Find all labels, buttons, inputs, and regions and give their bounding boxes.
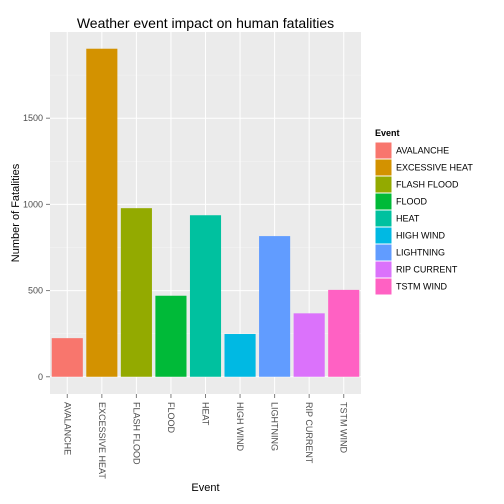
legend-swatch <box>375 142 392 159</box>
bar <box>86 48 118 377</box>
y-tick-label: 1500 <box>23 113 43 123</box>
y-axis: 0 500 1000 1500 <box>23 113 50 382</box>
legend-swatch <box>375 159 392 176</box>
x-tick-label: HEAT <box>201 402 211 426</box>
legend-swatch <box>375 278 392 295</box>
legend-title: Event <box>375 128 400 138</box>
legend-label: RIP CURRENT <box>396 265 458 275</box>
y-tick-label: 1000 <box>23 199 43 209</box>
bar <box>224 334 256 377</box>
x-tick-label: TSTM WIND <box>339 402 349 453</box>
y-tick-label: 0 <box>38 372 43 382</box>
legend-label: FLOOD <box>396 197 428 207</box>
bar <box>120 208 152 377</box>
legend-label: AVALANCHE <box>396 146 449 156</box>
chart-title: Weather event impact on human fatalities <box>77 15 334 31</box>
legend-label: FLASH FLOOD <box>396 180 459 190</box>
bar <box>51 338 83 377</box>
bar <box>189 215 222 377</box>
legend-label: HEAT <box>396 214 420 224</box>
legend: Event AVALANCHE EXCESSIVE HEAT FLASH FLOOD… <box>374 128 473 296</box>
x-tick-label: AVALANCHE <box>62 402 72 455</box>
legend-swatch <box>375 244 392 261</box>
y-axis-label: Number of Fatalities <box>10 163 22 262</box>
x-tick-label: EXCESSIVE HEAT <box>97 402 107 479</box>
legend-swatch <box>375 193 392 210</box>
x-tick-label: LIGHTNING <box>270 402 280 451</box>
legend-label: HIGH WIND <box>396 231 445 241</box>
bar <box>328 289 360 377</box>
legend-swatch <box>375 176 392 193</box>
x-tick-label: HIGH WIND <box>235 402 245 451</box>
bar <box>259 236 291 377</box>
y-tick-label: 500 <box>28 286 43 296</box>
legend-label: EXCESSIVE HEAT <box>396 163 473 173</box>
bars <box>51 48 360 377</box>
x-axis-label: Event <box>191 482 219 494</box>
legend-label: LIGHTNING <box>396 248 445 258</box>
legend-label: TSTM WIND <box>396 282 447 292</box>
x-tick-label: FLOOD <box>166 402 176 434</box>
x-tick-label: RIP CURRENT <box>304 402 314 464</box>
legend-swatch <box>375 210 392 227</box>
legend-swatch <box>375 261 392 278</box>
x-tick-label: FLASH FLOOD <box>131 402 141 465</box>
bar <box>155 295 187 377</box>
bar <box>293 313 325 377</box>
x-axis: AVALANCHE EXCESSIVE HEAT FLASH FLOOD FLOOD H… <box>62 394 349 479</box>
legend-swatch <box>375 227 392 244</box>
